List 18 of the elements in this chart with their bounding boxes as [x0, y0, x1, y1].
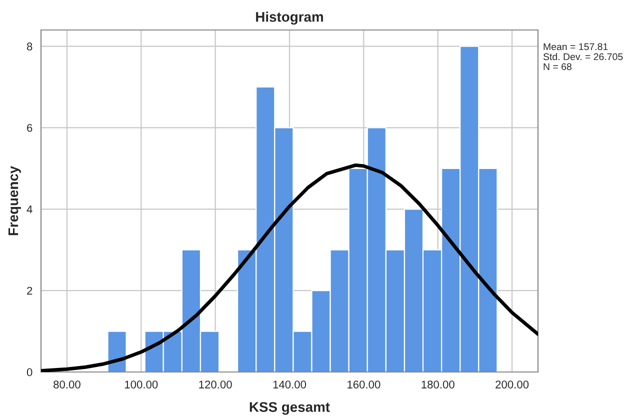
x-tick-label: 140.00 [273, 380, 306, 388]
x-axis-title: KSS gesamt [250, 402, 330, 415]
x-tick-label: 100.00 [125, 380, 158, 388]
y-tick-label: 0 [26, 368, 32, 376]
text: Std. Dev. = 26.705 [543, 53, 623, 60]
x-tick-label: 80.00 [54, 380, 80, 388]
x-tick-label: 160.00 [348, 380, 380, 388]
y-tick-label: 8 [26, 42, 32, 50]
x-tick-label: 180.00 [422, 380, 454, 388]
y-tick-label: 6 [27, 124, 32, 132]
text: N = 68 [544, 63, 572, 70]
y-tick-label: 4 [26, 206, 32, 214]
x-tick-label: 120.00 [199, 380, 232, 388]
x-tick-label: 200.00 [496, 380, 529, 388]
y-axis-title: Frequency [8, 166, 21, 236]
text: Mean = 157.81 [544, 43, 608, 50]
chart-title: Histogram [256, 12, 323, 25]
y-tick-label: 2 [27, 286, 32, 295]
